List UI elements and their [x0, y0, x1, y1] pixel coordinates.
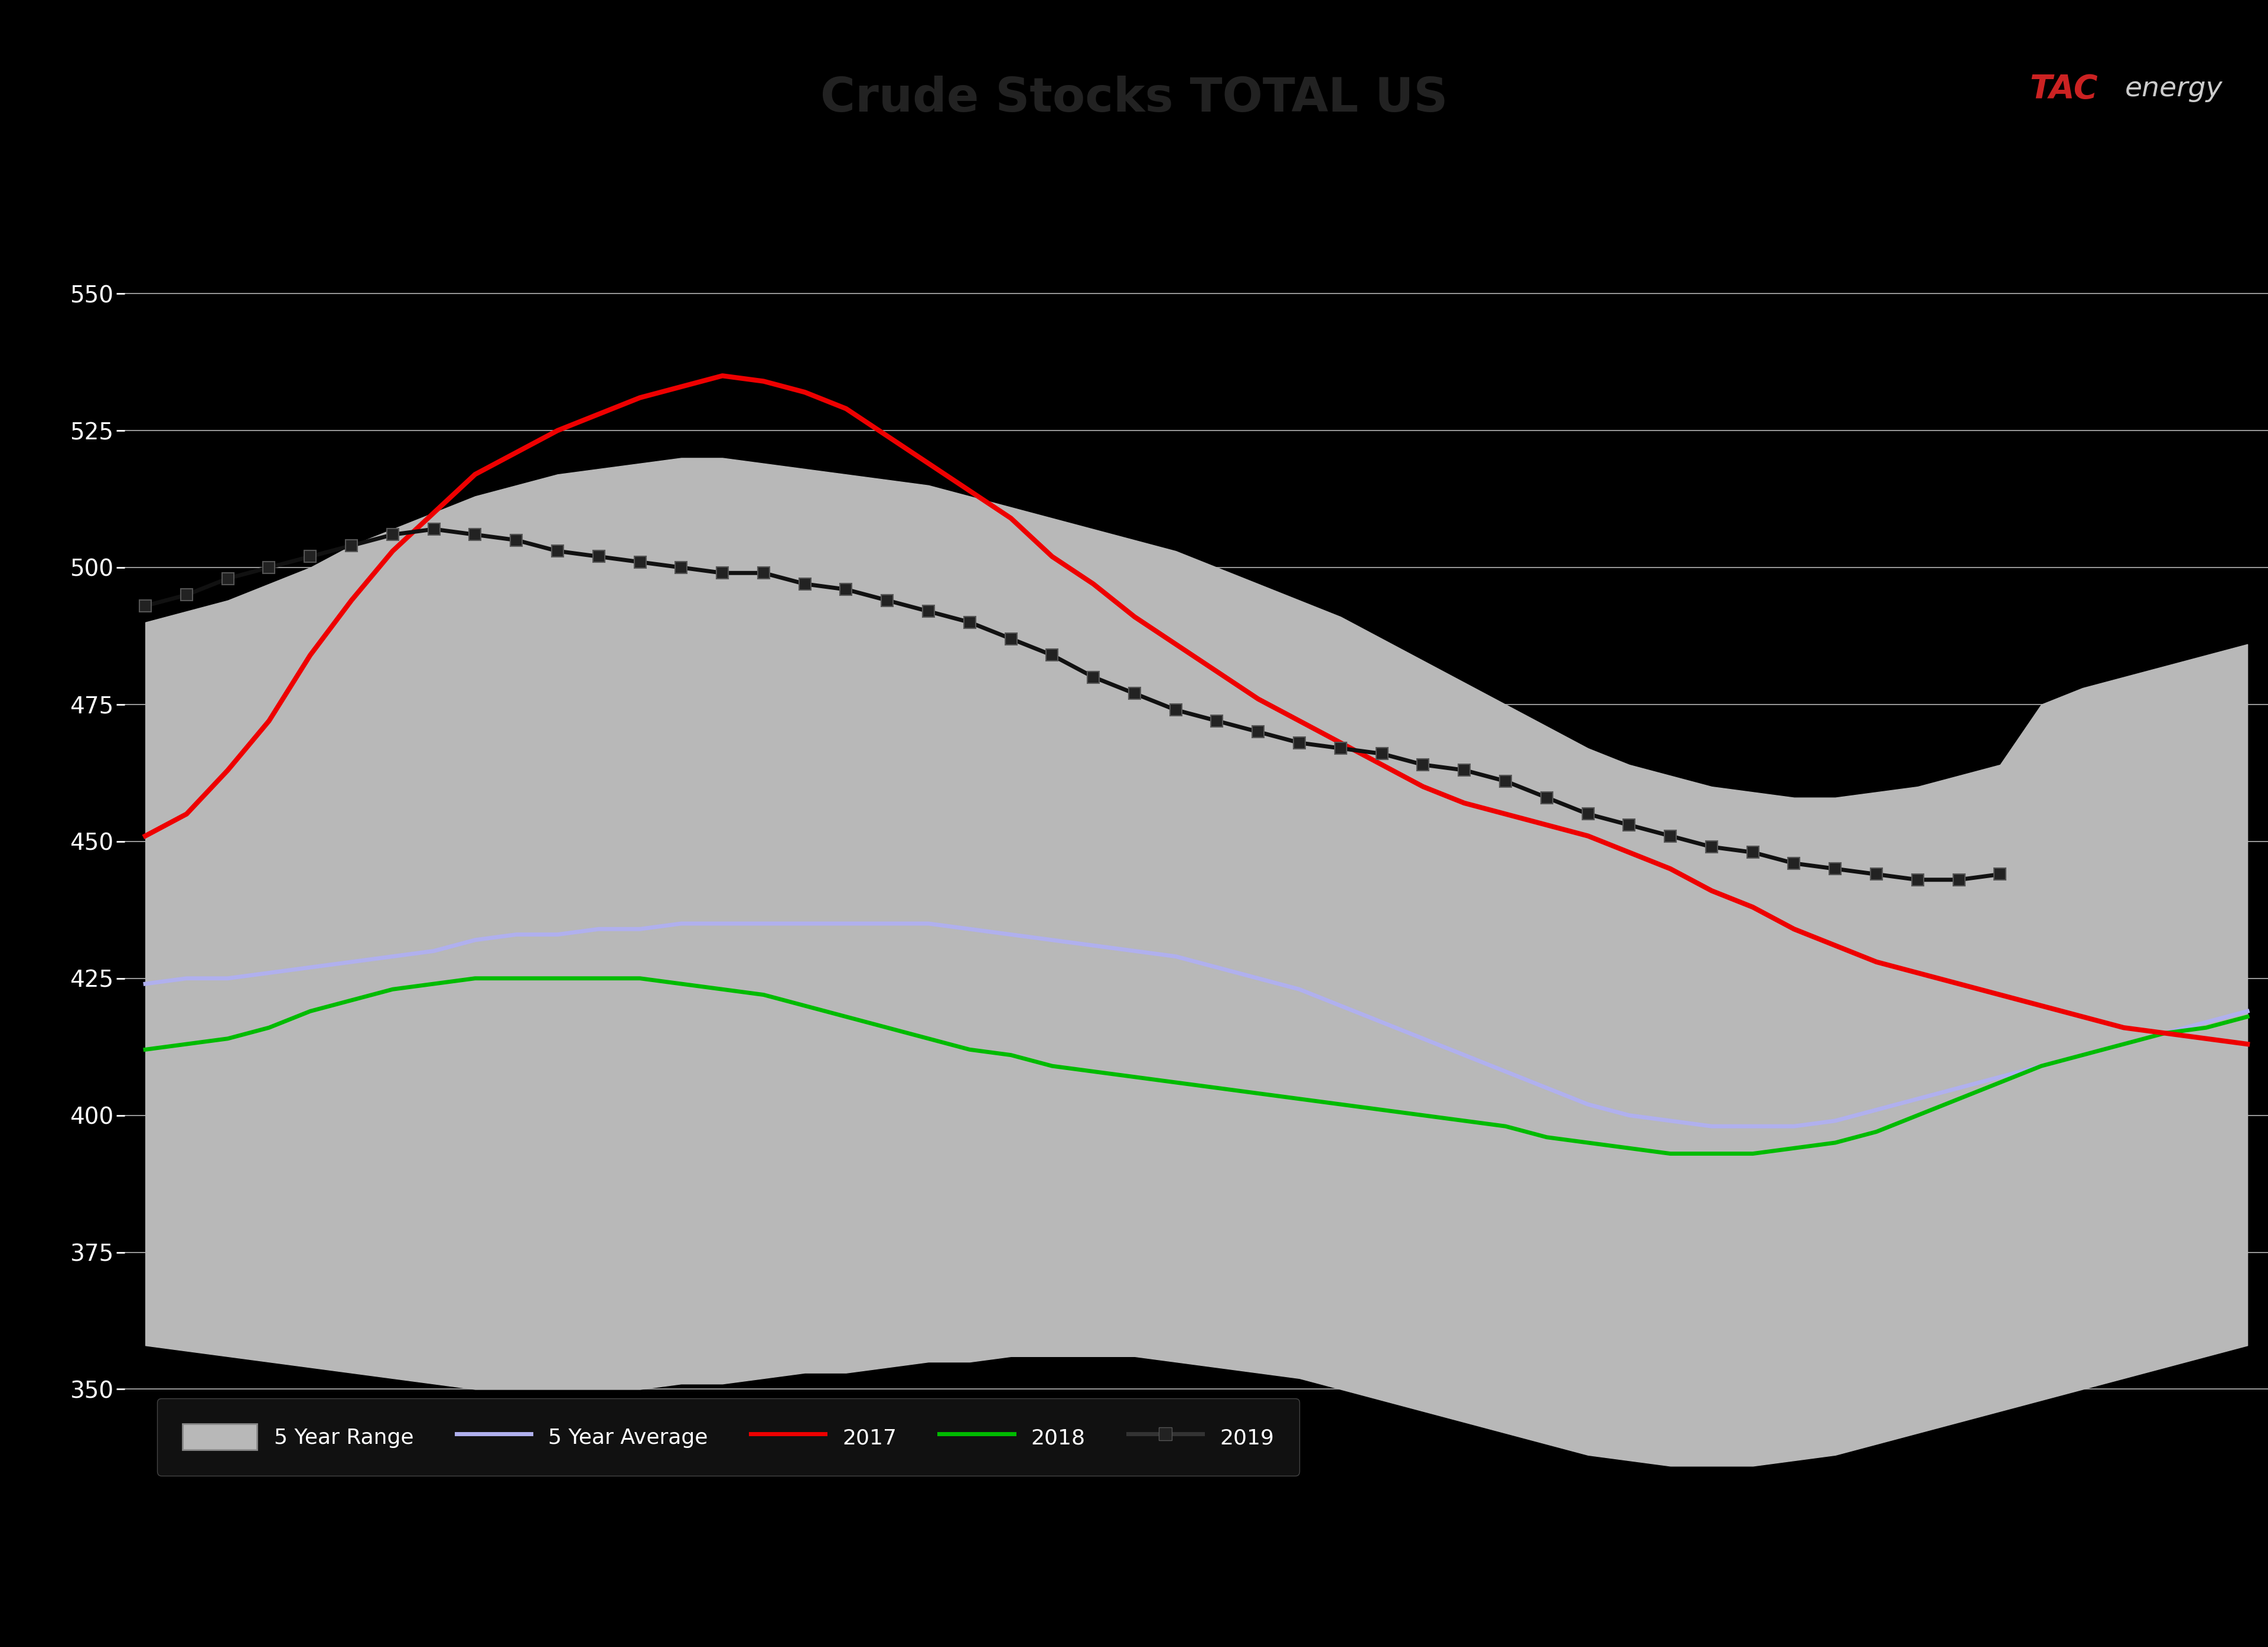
Text: Crude Stocks TOTAL US: Crude Stocks TOTAL US: [821, 76, 1447, 122]
Legend: 5 Year Range, 5 Year Average, 2017, 2018, 2019: 5 Year Range, 5 Year Average, 2017, 2018…: [156, 1398, 1300, 1476]
Text: energy: energy: [2125, 76, 2223, 102]
Text: TAC: TAC: [2030, 72, 2098, 105]
